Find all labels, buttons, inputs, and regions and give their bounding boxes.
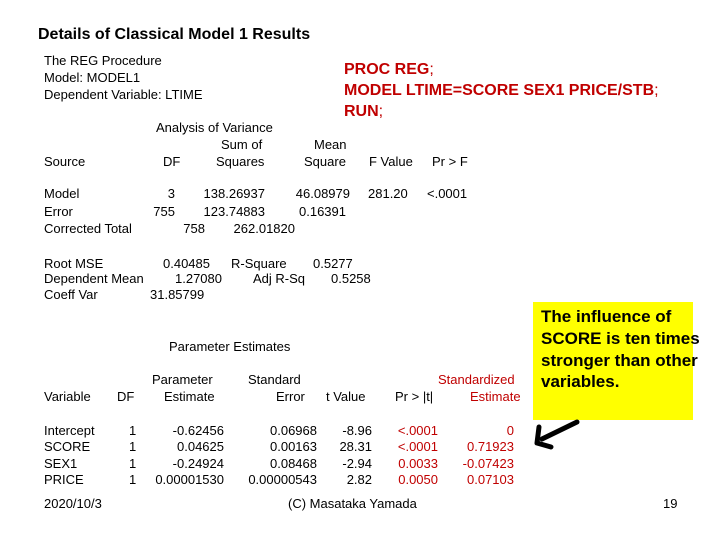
param-row-est: -0.62456 — [172, 423, 224, 438]
params-col-t: t Value — [326, 389, 366, 404]
params-col-se1: Standard — [248, 372, 301, 387]
param-row-se: 0.00163 — [270, 439, 317, 454]
anova-row-ms: 46.08979 — [295, 186, 350, 201]
fit-cv-value: 31.85799 — [150, 287, 205, 302]
params-col-std1: Standardized — [438, 372, 515, 387]
anova-col-pvalue: Pr > F — [432, 154, 468, 169]
callout-box: The influence of SCORE is ten times stro… — [533, 302, 700, 420]
anova-row-source: Model — [44, 186, 80, 201]
param-row-var: SCORE — [44, 439, 91, 454]
param-row-df: 1 — [129, 456, 137, 471]
param-row-var: PRICE — [44, 472, 84, 487]
code-line-run: RUN; — [344, 103, 384, 120]
params-col-p: Pr > |t| — [395, 389, 434, 404]
anova-col-square: Square — [304, 154, 346, 169]
anova-row-ms: 0.16391 — [299, 204, 346, 219]
anova-title: Analysis of Variance — [156, 120, 273, 135]
procedure-label: The REG Procedure — [44, 53, 162, 68]
anova-col-squares: Squares — [216, 154, 265, 169]
param-row-est: 0.04625 — [177, 439, 224, 454]
param-row-p: <.0001 — [397, 439, 438, 454]
anova-row-df: 758 — [183, 221, 205, 236]
fit-depmean-value: 1.27080 — [175, 271, 222, 286]
anova-row-df: 755 — [153, 204, 175, 219]
param-row-se: 0.00000543 — [248, 472, 317, 487]
anova-row-df: 3 — [167, 186, 175, 201]
anova-head-mean: Mean — [314, 137, 347, 152]
param-row-t: -2.94 — [342, 456, 372, 471]
params-title: Parameter Estimates — [169, 339, 291, 354]
param-row-se: 0.06968 — [270, 423, 317, 438]
anova-row-ss: 123.74883 — [203, 204, 265, 219]
fit-depmean-label: Dependent Mean — [44, 271, 144, 286]
param-row-t: 28.31 — [339, 439, 372, 454]
anova-row-source: Corrected Total — [44, 221, 132, 236]
param-row-var: SEX1 — [44, 456, 78, 471]
param-row-std: 0.07103 — [467, 472, 514, 487]
param-row-df: 1 — [129, 423, 137, 438]
params-col-variable: Variable — [44, 389, 91, 404]
code-line-model: MODEL LTIME=SCORE SEX1 PRICE/STB; — [344, 82, 659, 99]
fit-rootmse-value: 0.40485 — [163, 256, 210, 271]
param-row-df: 1 — [129, 439, 137, 454]
fit-rsq-label: R-Square — [231, 256, 287, 271]
params-col-param2: Estimate — [164, 389, 215, 404]
params-col-param1: Parameter — [152, 372, 213, 387]
footer-page-number: 19 — [663, 496, 678, 511]
params-col-se2: Error — [276, 389, 305, 404]
anova-row-f: 281.20 — [368, 186, 408, 201]
anova-row-p: <.0001 — [427, 186, 468, 201]
fit-adjrsq-value: 0.5258 — [331, 271, 371, 286]
param-row-var: Intercept — [44, 423, 95, 438]
callout-arrow-icon — [534, 419, 580, 450]
fit-rsq-value: 0.5277 — [313, 256, 353, 271]
dependent-label: Dependent Variable: LTIME — [44, 87, 203, 102]
anova-col-source: Source — [44, 154, 86, 169]
param-row-se: 0.08468 — [270, 456, 317, 471]
fit-cv-label: Coeff Var — [44, 287, 98, 302]
param-row-std: 0 — [506, 423, 514, 438]
param-row-est: -0.24924 — [172, 456, 224, 471]
anova-col-fvalue: F Value — [369, 154, 413, 169]
param-row-df: 1 — [129, 472, 137, 487]
anova-head-sumof: Sum of — [221, 137, 263, 152]
callout-text: The influence of SCORE is ten times stro… — [541, 307, 700, 392]
param-row-t: 2.82 — [346, 472, 372, 487]
param-row-p: 0.0033 — [398, 456, 438, 471]
fit-adjrsq-label: Adj R-Sq — [253, 271, 306, 286]
anova-row-ss: 138.26937 — [203, 186, 265, 201]
fit-rootmse-label: Root MSE — [44, 256, 104, 271]
param-row-t: -8.96 — [342, 423, 372, 438]
param-row-std: -0.07423 — [462, 456, 514, 471]
param-row-std: 0.71923 — [467, 439, 514, 454]
code-line-proc: PROC REG; — [344, 61, 434, 78]
footer-copyright: (C) Masataka Yamada — [288, 496, 417, 511]
footer-date: 2020/10/3 — [44, 496, 102, 511]
anova-row-ss: 262.01820 — [233, 221, 295, 236]
anova-col-df: DF — [163, 154, 181, 169]
params-col-std2: Estimate — [470, 389, 521, 404]
param-row-p: 0.0050 — [398, 472, 438, 487]
slide-title: Details of Classical Model 1 Results — [38, 26, 311, 43]
params-col-df: DF — [117, 389, 135, 404]
param-row-p: <.0001 — [397, 423, 438, 438]
model-label: Model: MODEL1 — [44, 70, 141, 85]
param-row-est: 0.00001530 — [155, 472, 224, 487]
anova-row-source: Error — [44, 204, 73, 219]
